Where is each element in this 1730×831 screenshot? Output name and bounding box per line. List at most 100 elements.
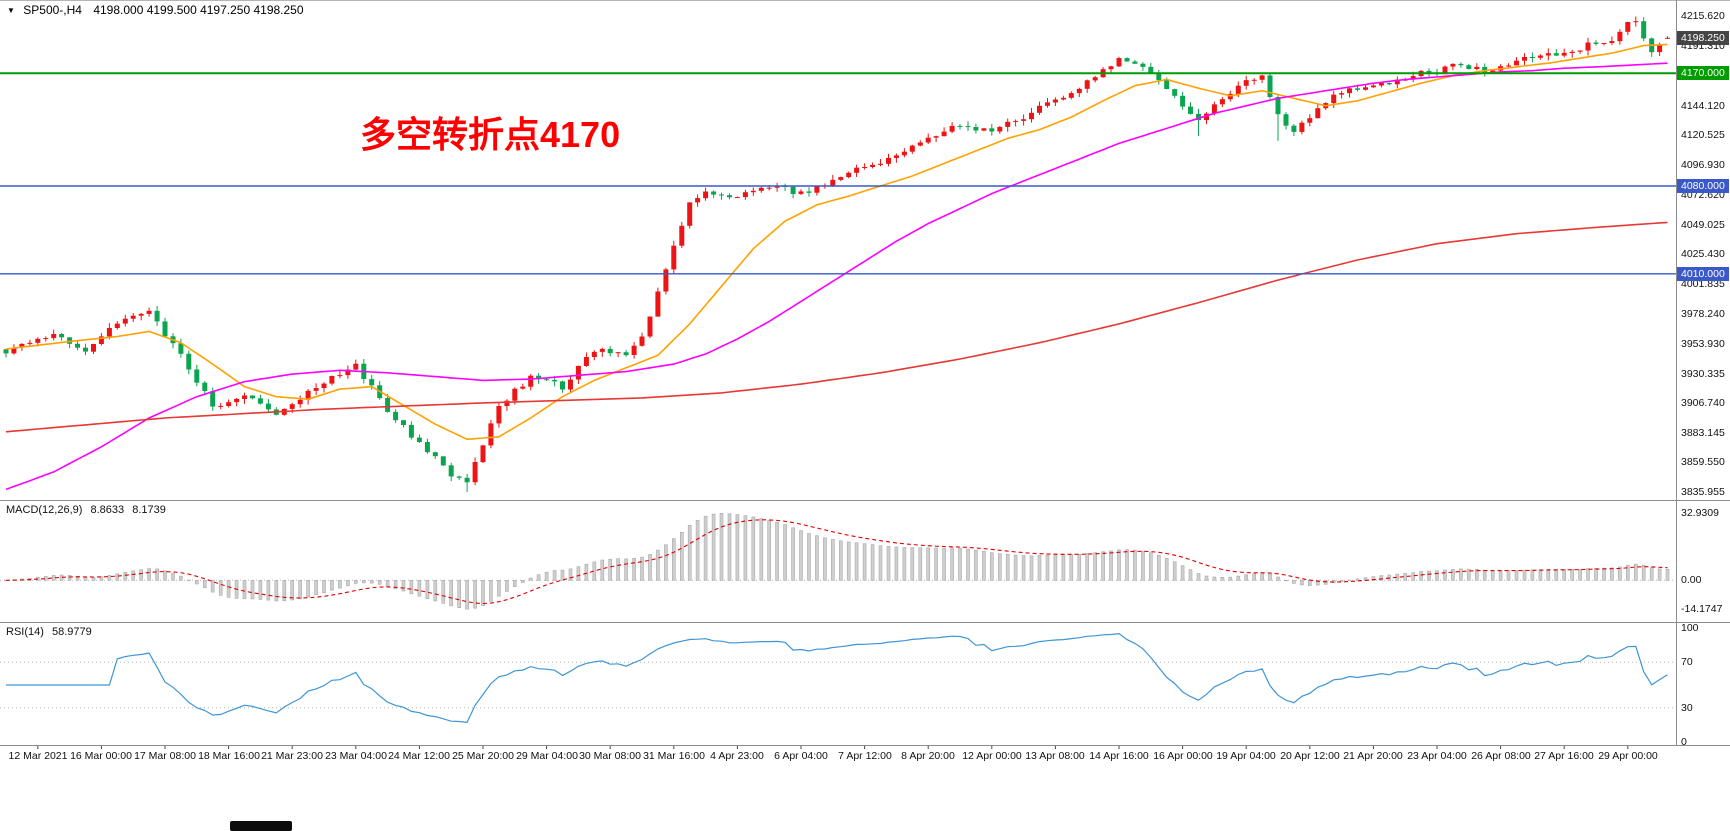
candle-body <box>1188 106 1193 114</box>
macd-histogram-bar <box>823 537 827 581</box>
macd-panel[interactable] <box>0 501 1676 622</box>
macd-histogram-bar <box>632 557 636 581</box>
macd-histogram-bar <box>1665 568 1670 581</box>
macd-histogram-bar <box>1109 550 1113 581</box>
candle-body <box>1450 63 1456 67</box>
macd-histogram-bar <box>123 571 128 581</box>
rsi-panel-splitter[interactable] <box>0 622 1730 623</box>
candle-body <box>1490 70 1496 73</box>
candle-body <box>965 126 971 128</box>
candle-body <box>552 379 558 382</box>
candle-body <box>1196 113 1201 121</box>
candle-body <box>1363 87 1368 90</box>
rsi-panel[interactable] <box>0 623 1676 745</box>
macd-histogram-bar <box>449 579 454 607</box>
candle-body <box>289 404 295 409</box>
candle-body <box>257 398 263 404</box>
macd-histogram-bar <box>67 575 72 581</box>
macd-histogram-bar <box>878 545 883 581</box>
candle-body <box>194 369 200 383</box>
macd-histogram-bar <box>131 570 135 581</box>
macd-histogram-bar <box>481 579 485 606</box>
candle-body <box>1426 70 1432 73</box>
macd-histogram-bar <box>894 546 899 581</box>
macd-histogram-bar <box>377 579 382 585</box>
candle-body <box>1092 77 1098 81</box>
macd-panel-splitter[interactable] <box>0 500 1730 501</box>
candle-body <box>560 381 565 390</box>
candle-body <box>591 351 597 357</box>
candle-body <box>114 323 120 328</box>
macd-histogram-bar <box>147 568 151 581</box>
candle-body <box>91 344 96 352</box>
macd-histogram-bar <box>902 547 907 581</box>
candle-body <box>1013 120 1019 122</box>
candle-body <box>544 379 550 381</box>
price-axis-column[interactable] <box>1677 0 1730 745</box>
macd-histogram-bar <box>505 579 509 592</box>
macd-histogram-bar <box>624 558 628 581</box>
macd-histogram-bar <box>544 571 549 581</box>
macd-histogram-bar <box>1459 568 1463 581</box>
macd-histogram-bar <box>552 570 557 581</box>
candle-body <box>337 375 343 377</box>
macd-histogram-bar <box>695 519 700 581</box>
macd-histogram-bar <box>942 547 946 581</box>
macd-histogram-bar <box>1125 549 1129 581</box>
macd-histogram-bar <box>1204 575 1209 581</box>
macd-histogram-bar <box>1514 570 1519 581</box>
macd-histogram-bar <box>1053 554 1058 581</box>
macd-histogram-bar <box>1141 550 1145 581</box>
candle-body <box>639 336 645 346</box>
macd-histogram-bar <box>982 550 986 581</box>
macd-histogram-bar <box>528 577 533 581</box>
candle-body <box>774 186 780 188</box>
candle-body <box>1569 51 1575 53</box>
candle-body <box>615 352 621 354</box>
macd-histogram-bar <box>1228 576 1233 581</box>
ma-slow-line <box>5 221 1668 433</box>
candle-body <box>202 382 208 391</box>
macd-histogram-bar <box>1570 568 1574 581</box>
candle-body <box>878 163 883 165</box>
candle-body <box>1021 119 1027 121</box>
main-chart-panel[interactable] <box>0 0 1676 500</box>
candle-body <box>631 345 637 355</box>
candle-body <box>663 269 669 292</box>
macd-histogram-bar <box>250 579 255 600</box>
macd-histogram-bar <box>497 579 501 597</box>
macd-histogram-bar <box>989 552 994 581</box>
macd-histogram-bar <box>966 548 970 581</box>
candle-body <box>1394 79 1400 85</box>
candle-body <box>1410 76 1416 80</box>
taskbar-fragment[interactable] <box>230 821 292 831</box>
candle-body <box>957 125 963 127</box>
candle-body <box>830 179 836 186</box>
macd-histogram-bar <box>115 573 120 581</box>
macd-histogram-bar <box>807 533 811 581</box>
candle-body <box>599 348 605 352</box>
candle-body <box>893 155 899 158</box>
macd-histogram-bar <box>1538 569 1543 581</box>
macd-histogram-bar <box>1196 573 1201 581</box>
candle-body <box>353 363 359 370</box>
candle-body <box>583 357 589 366</box>
ma-fast-line <box>5 43 1668 441</box>
macd-histogram-bar <box>1443 569 1447 581</box>
macd-histogram-bar <box>1157 554 1161 581</box>
macd-histogram-bar <box>1626 564 1630 581</box>
candle-body <box>424 442 430 453</box>
chart-dropdown-icon[interactable]: ▼ <box>7 6 15 15</box>
candle-body <box>226 402 232 406</box>
candle-body <box>679 225 685 246</box>
candle-body <box>901 151 907 156</box>
candle-body <box>973 127 979 131</box>
macd-histogram-bar <box>1355 578 1360 581</box>
macd-histogram-bar <box>1244 574 1248 581</box>
time-axis-area[interactable] <box>0 746 1676 766</box>
candle-body <box>949 125 955 132</box>
ohlc-values: 4198.000 4199.500 4197.250 4198.250 <box>93 3 304 17</box>
candle-body <box>448 465 454 477</box>
macd-histogram-bar <box>664 544 668 581</box>
